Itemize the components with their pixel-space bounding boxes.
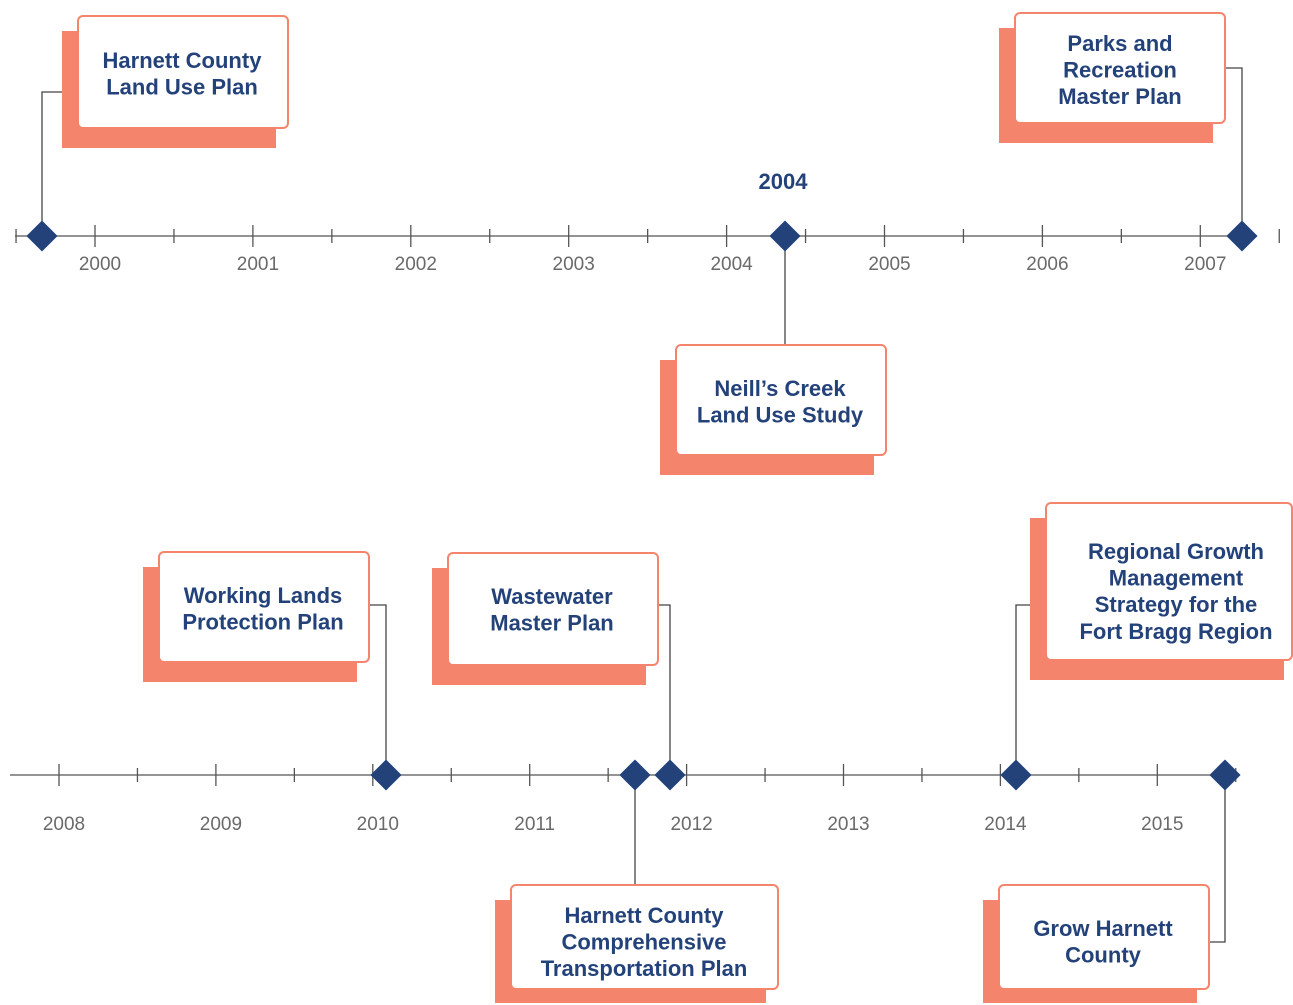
connector (1209, 775, 1226, 943)
card (675, 344, 887, 456)
event-label: Land Use Study (697, 403, 864, 428)
card (1014, 12, 1226, 124)
year-label: 2015 (1141, 814, 1183, 835)
event-label: Recreation (1063, 58, 1177, 83)
year-label: 2003 (553, 254, 595, 275)
connector (1225, 67, 1243, 236)
card (447, 552, 659, 666)
event-label: Protection Plan (182, 610, 343, 635)
event-label: Regional Growth (1088, 539, 1264, 564)
event-label: Grow Harnett (1033, 916, 1173, 941)
event-label: Fort Bragg Region (1079, 619, 1272, 644)
event-label: Master Plan (1058, 84, 1182, 109)
event-label: Strategy for the (1095, 592, 1258, 617)
event-label: Land Use Plan (106, 75, 258, 100)
event-label: Parks and (1067, 31, 1172, 56)
year-label: 2012 (670, 814, 712, 835)
year-label: 2007 (1184, 254, 1226, 275)
year-label: 2011 (514, 814, 555, 835)
year-label: 2004 (710, 254, 753, 275)
card (1045, 502, 1293, 661)
card (998, 884, 1210, 990)
card (158, 551, 370, 663)
connector (658, 604, 671, 775)
year-label: 2001 (237, 254, 279, 275)
year-label: 2010 (357, 814, 399, 835)
card (77, 15, 289, 129)
year-label: 2014 (984, 814, 1027, 835)
milestone-diamond (1209, 759, 1241, 791)
year-label: 2005 (868, 254, 910, 275)
year-label: 2013 (827, 814, 869, 835)
year-label: 2006 (1026, 254, 1068, 275)
connector (41, 91, 62, 236)
milestone-diamond (26, 220, 58, 252)
milestone-diamond (654, 759, 686, 791)
event-label: Wastewater (491, 584, 613, 609)
event-label: Working Lands (184, 583, 343, 608)
year-label: 2000 (79, 254, 121, 275)
card (510, 884, 779, 990)
milestone-diamond (1000, 759, 1032, 791)
highlight-year: 2004 (759, 169, 809, 194)
event-label: Harnett County (103, 48, 263, 73)
milestone-diamond (1226, 220, 1258, 252)
event-label: Management (1109, 566, 1244, 591)
event-label: Master Plan (490, 611, 614, 636)
year-label: 2002 (395, 254, 437, 275)
milestone-diamond (619, 759, 651, 791)
year-label: 2009 (200, 814, 242, 835)
event-label: Transportation Plan (541, 956, 748, 981)
event-label: Harnett County (565, 903, 725, 928)
event-label: Neill’s Creek (714, 376, 846, 401)
year-label: 2008 (43, 814, 85, 835)
milestone-diamond (769, 220, 801, 252)
event-label: Comprehensive (561, 930, 726, 955)
event-label: County (1065, 943, 1142, 968)
connector (369, 604, 387, 775)
milestone-diamond (370, 759, 402, 791)
